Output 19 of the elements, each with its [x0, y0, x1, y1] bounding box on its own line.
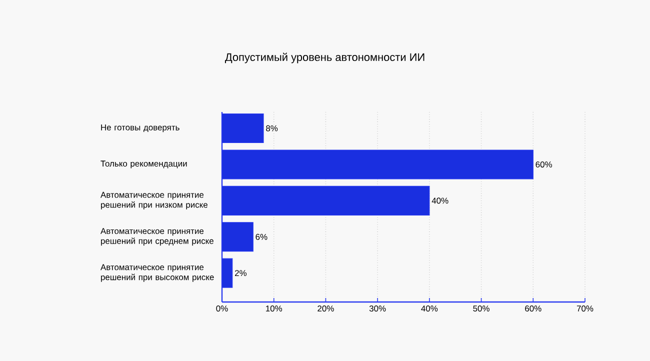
x-tick-label: 0% — [216, 306, 228, 312]
x-tick-label: 50% — [473, 306, 490, 312]
y-tick-label: Только рекомендации — [100, 160, 187, 168]
x-tick-label: 60% — [525, 306, 542, 312]
data-label: 8% — [266, 125, 278, 132]
data-label: 2% — [235, 270, 247, 276]
data-label: 60% — [536, 161, 552, 168]
y-tick-label: Не готовы доверять — [101, 124, 180, 132]
x-tick-label: 30% — [369, 306, 386, 312]
data-label: 6% — [256, 234, 268, 240]
x-tick-label: 20% — [318, 306, 334, 312]
x-tick-label: 40% — [421, 306, 438, 312]
y-tick-label: Автоматическое принятие решений при низком риске — [100, 192, 208, 210]
y-tick-label: Автоматическое принятие решений при среднем риске — [100, 228, 214, 246]
chart-title: Допустимый уровень автономности ИИ — [224, 52, 424, 64]
x-tick-label: 10% — [266, 306, 282, 312]
data-label: 40% — [432, 198, 448, 204]
x-tick-label: 70% — [576, 306, 594, 312]
y-tick-label: Автоматическое принятие решений при высоком риске — [100, 264, 214, 282]
